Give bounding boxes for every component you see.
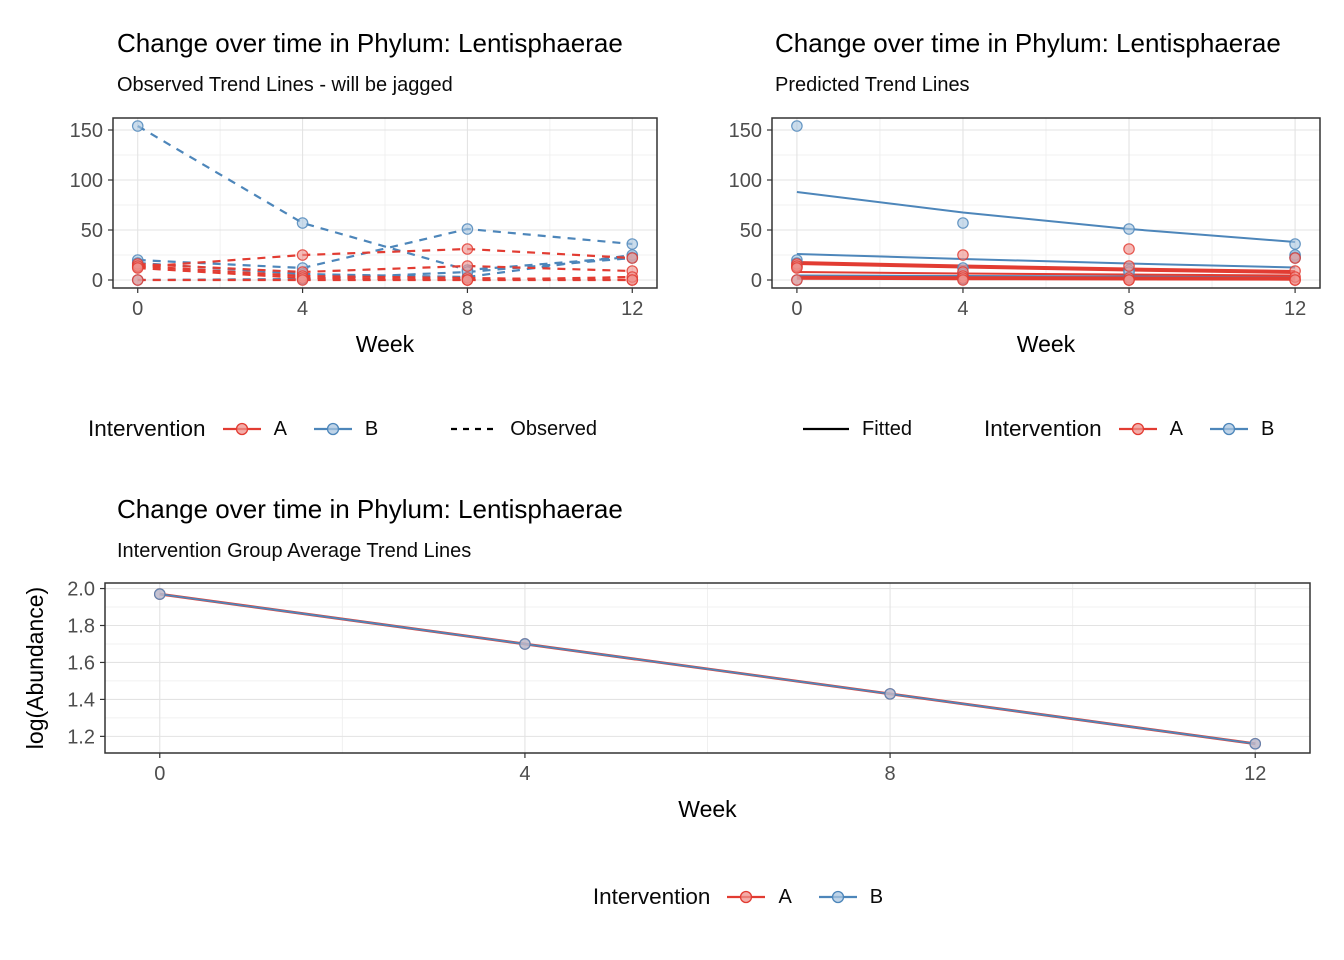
chart-title: Change over time in Phylum: Lentisphaera… <box>117 28 623 58</box>
predicted-chart: Change over time in Phylum: Lentisphaera… <box>672 0 1344 470</box>
svg-text:1.4: 1.4 <box>67 689 95 711</box>
legend-key-a-icon <box>1118 416 1158 442</box>
legend-key-observed-icon <box>450 416 498 442</box>
legend-key-b-icon <box>313 416 353 442</box>
chart-subtitle: Observed Trend Lines - will be jagged <box>117 74 453 96</box>
svg-text:8: 8 <box>1123 298 1134 320</box>
legend-label-b: B <box>1260 417 1275 440</box>
legend-label-a: A <box>778 885 792 908</box>
chart-title: Change over time in Phylum: Lentisphaera… <box>117 494 623 524</box>
legend-key-b-icon <box>1209 416 1249 442</box>
svg-text:8: 8 <box>462 298 473 320</box>
svg-text:0: 0 <box>751 270 762 292</box>
chart-title: Change over time in Phylum: Lentisphaera… <box>775 28 1281 58</box>
legend-label-observed: Observed <box>510 417 597 440</box>
svg-text:50: 50 <box>81 220 103 242</box>
average-legend: Intervention A B <box>0 878 1344 916</box>
predicted-legend: Fitted Intervention A B <box>802 410 1274 448</box>
legend-title: Intervention <box>88 416 206 441</box>
legend-label-fitted: Fitted <box>862 417 913 440</box>
chart-subtitle: Predicted Trend Lines <box>775 74 970 96</box>
svg-text:4: 4 <box>957 298 968 320</box>
svg-text:4: 4 <box>519 763 530 785</box>
predicted-plot: 0 4 8 12 0 50 100 150 Week <box>729 117 1321 357</box>
observed-plot: 0 4 8 12 0 50 100 150 Week <box>70 117 658 357</box>
svg-text:Week: Week <box>678 796 737 822</box>
observed-chart: Change over time in Phylum: Lentisphaera… <box>0 0 672 470</box>
svg-text:0: 0 <box>132 298 143 320</box>
legend-key-fitted-icon <box>802 416 850 442</box>
legend-label-a: A <box>273 417 287 440</box>
observed-legend: Intervention A B Observed <box>88 410 597 448</box>
svg-text:Week: Week <box>356 331 415 357</box>
svg-text:12: 12 <box>1244 763 1266 785</box>
svg-text:12: 12 <box>621 298 643 320</box>
svg-text:0: 0 <box>791 298 802 320</box>
svg-text:150: 150 <box>729 120 762 142</box>
svg-text:1.2: 1.2 <box>67 726 95 748</box>
svg-text:2.0: 2.0 <box>67 579 95 601</box>
svg-text:100: 100 <box>70 170 103 192</box>
svg-text:150: 150 <box>70 120 103 142</box>
legend-label-b: B <box>364 417 379 440</box>
svg-text:50: 50 <box>740 220 762 242</box>
legend-title: Intervention <box>592 884 711 909</box>
svg-text:0: 0 <box>92 270 103 292</box>
chart-subtitle: Intervention Group Average Trend Lines <box>117 540 472 562</box>
svg-text:100: 100 <box>729 170 762 192</box>
svg-text:8: 8 <box>885 763 896 785</box>
legend-key-a-icon <box>726 884 766 910</box>
legend-title: Intervention <box>984 416 1102 441</box>
svg-text:Week: Week <box>1017 331 1076 357</box>
svg-text:0: 0 <box>154 763 165 785</box>
svg-text:4: 4 <box>297 298 308 320</box>
legend-label-a: A <box>1169 417 1183 440</box>
average-plot: 0 4 8 12 1.2 1.4 1.6 1.8 2.0 Week <box>67 579 1311 822</box>
legend-label-b: B <box>869 885 884 908</box>
legend-key-a-icon <box>222 416 262 442</box>
svg-text:1.8: 1.8 <box>67 616 95 638</box>
average-chart: Change over time in Phylum: Lentisphaera… <box>0 470 1344 960</box>
svg-text:12: 12 <box>1284 298 1306 320</box>
svg-text:1.6: 1.6 <box>67 652 95 674</box>
legend-key-b-icon <box>818 884 858 910</box>
